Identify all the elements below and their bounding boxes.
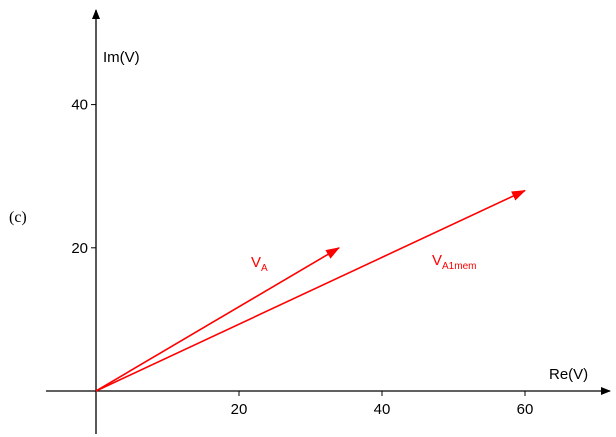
axes: Re(V) Im(V) bbox=[45, 9, 611, 434]
y-tick-label: 20 bbox=[71, 240, 88, 257]
x-tick-label: 40 bbox=[374, 401, 391, 418]
y-tick-label: 40 bbox=[71, 97, 88, 114]
ticks: 20 40 60 20 40 bbox=[71, 97, 533, 418]
vectors: VA VA1mem bbox=[95, 189, 526, 392]
vector-a1mem-label: VA1mem bbox=[432, 252, 476, 272]
panel-label: (c) bbox=[9, 209, 27, 226]
vector-a-arrow bbox=[95, 247, 340, 392]
x-axis-title: Re(V) bbox=[549, 366, 588, 383]
y-axis-title: Im(V) bbox=[103, 49, 140, 66]
x-tick-label: 20 bbox=[231, 401, 248, 418]
vector-a1mem-arrow bbox=[95, 189, 526, 392]
x-tick-label: 60 bbox=[517, 401, 534, 418]
vector-a-label: VA bbox=[251, 254, 268, 274]
